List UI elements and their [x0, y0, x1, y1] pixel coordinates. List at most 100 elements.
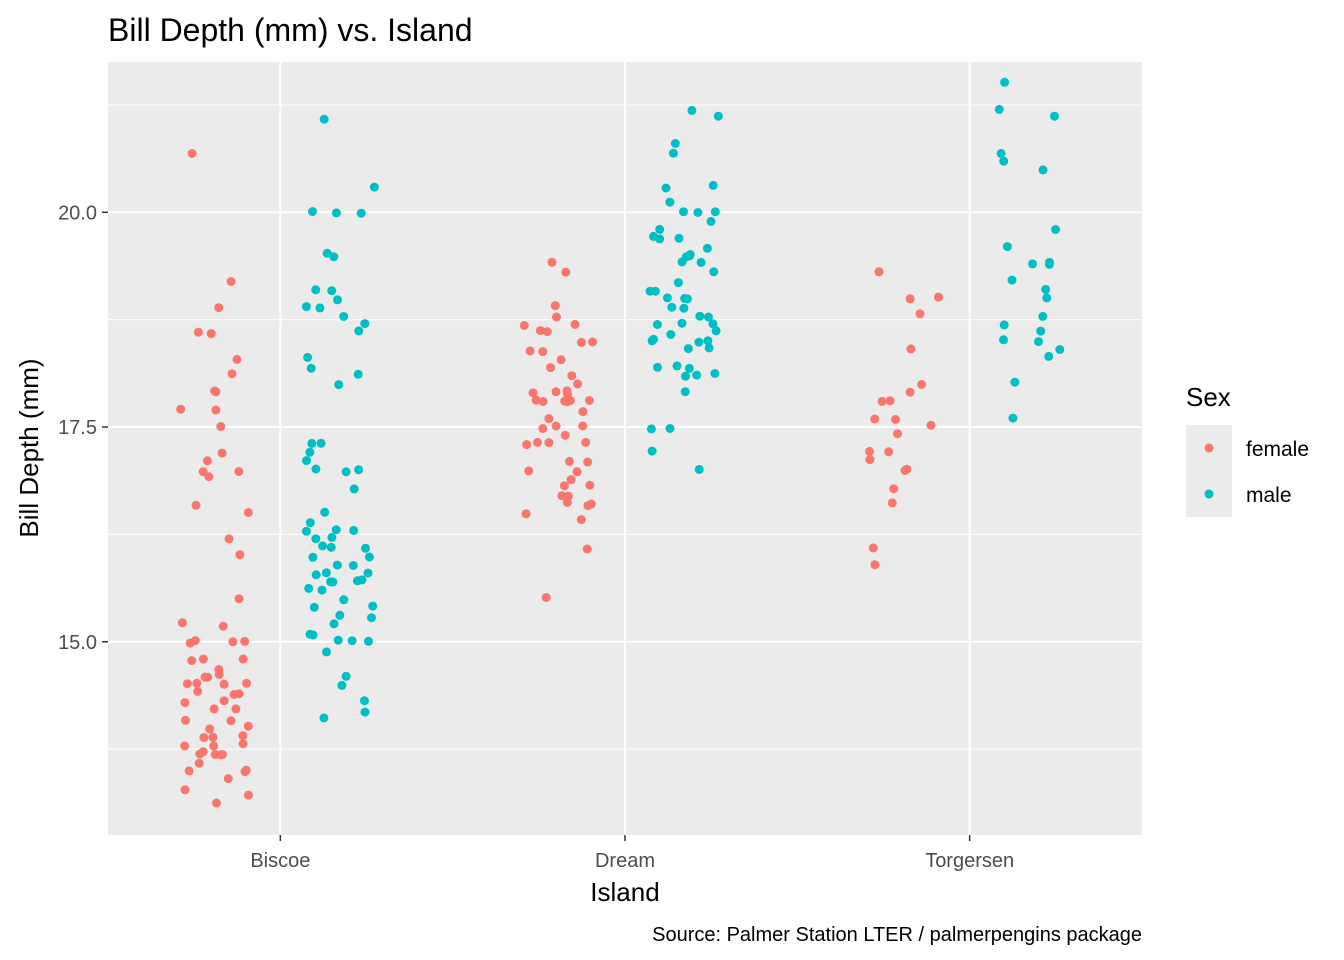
data-point-male — [695, 311, 705, 321]
data-point-female — [585, 480, 595, 490]
data-point-female — [519, 321, 529, 330]
data-point-male — [316, 438, 326, 448]
data-point-male — [1028, 259, 1037, 269]
data-point-female — [562, 386, 572, 396]
data-point-female — [214, 303, 224, 313]
data-point-female — [905, 387, 915, 397]
data-point-male — [694, 464, 704, 474]
data-point-female — [538, 397, 548, 406]
data-point-male — [331, 525, 341, 535]
data-point-male — [333, 295, 342, 305]
y-tick-label: 17.5 — [58, 417, 97, 439]
data-point-male — [353, 369, 363, 379]
data-point-male — [713, 111, 723, 121]
data-point-male — [305, 447, 315, 457]
data-point-female — [870, 414, 880, 424]
y-axis: 15.0 17.5 20.0 — [58, 202, 108, 654]
data-point-male — [334, 380, 344, 390]
data-point-male — [679, 303, 689, 313]
data-point-female — [567, 371, 577, 381]
data-point-male — [308, 552, 318, 562]
data-point-female — [181, 715, 190, 725]
data-point-female — [206, 329, 216, 339]
legend-label-male: male — [1246, 484, 1292, 507]
data-point-male — [647, 336, 657, 346]
data-point-male — [352, 576, 362, 586]
data-point-female — [226, 277, 236, 286]
data-point-female — [556, 355, 566, 365]
data-point-male — [1002, 242, 1012, 252]
data-point-male — [341, 671, 351, 681]
data-point-female — [214, 669, 224, 679]
data-point-female — [562, 498, 572, 507]
data-point-male — [702, 243, 712, 253]
data-point-male — [999, 335, 1008, 345]
data-point-female — [177, 618, 187, 628]
data-point-male — [364, 552, 374, 562]
data-point-female — [868, 543, 878, 553]
data-point-male — [662, 293, 672, 303]
data-point-male — [1010, 377, 1020, 387]
data-point-male — [315, 303, 325, 313]
data-point-male — [665, 424, 675, 433]
data-point-male — [360, 707, 370, 717]
data-point-male — [668, 148, 678, 158]
data-point-male — [653, 362, 662, 372]
data-point-male — [711, 326, 721, 336]
data-point-female — [238, 739, 248, 749]
data-point-male — [317, 585, 327, 595]
data-point-female — [573, 379, 583, 389]
data-point-female — [187, 149, 197, 158]
data-point-male — [710, 207, 720, 217]
data-point-female — [234, 689, 244, 699]
data-point-male — [369, 182, 379, 192]
data-point-male — [709, 267, 719, 277]
data-point-male — [303, 352, 313, 362]
data-point-male — [672, 361, 682, 371]
data-point-male — [1044, 351, 1054, 361]
data-point-male — [333, 635, 343, 645]
data-point-male — [339, 595, 349, 605]
y-axis-title: Bill Depth (mm) — [14, 358, 44, 537]
data-point-female — [865, 455, 875, 465]
data-point-female — [531, 395, 541, 405]
data-point-male — [306, 363, 316, 373]
data-point-female — [583, 457, 593, 467]
data-point-female — [533, 437, 542, 447]
data-point-male — [354, 326, 364, 336]
data-point-female — [191, 500, 201, 510]
data-point-male — [341, 467, 351, 477]
data-point-female — [231, 704, 241, 714]
data-point-female — [557, 491, 567, 501]
data-point-female — [561, 267, 571, 277]
data-point-male — [319, 114, 329, 124]
data-point-male — [1042, 293, 1052, 303]
data-point-male — [326, 542, 336, 552]
data-point-male — [1038, 165, 1048, 175]
data-point-female — [180, 698, 190, 708]
data-point-male — [665, 197, 675, 207]
data-point-male — [670, 139, 680, 148]
data-point-male — [337, 680, 347, 690]
data-point-male — [363, 568, 373, 578]
data-point-male — [311, 570, 321, 580]
data-point-female — [211, 405, 221, 415]
data-points — [176, 77, 1065, 808]
data-point-male — [683, 344, 693, 354]
data-point-male — [1050, 111, 1059, 121]
data-point-male — [311, 464, 321, 474]
data-point-male — [704, 343, 714, 353]
data-point-male — [646, 424, 656, 434]
data-point-male — [1055, 345, 1065, 354]
data-point-female — [541, 593, 551, 602]
data-point-male — [650, 286, 660, 296]
data-point-female — [538, 424, 548, 433]
data-point-male — [999, 320, 1009, 330]
data-point-female — [194, 758, 204, 768]
data-point-female — [581, 437, 591, 447]
data-point-female — [884, 447, 894, 457]
data-point-female — [240, 636, 250, 646]
data-point-female — [522, 440, 532, 450]
data-point-male — [360, 319, 370, 329]
data-point-female — [235, 550, 245, 560]
